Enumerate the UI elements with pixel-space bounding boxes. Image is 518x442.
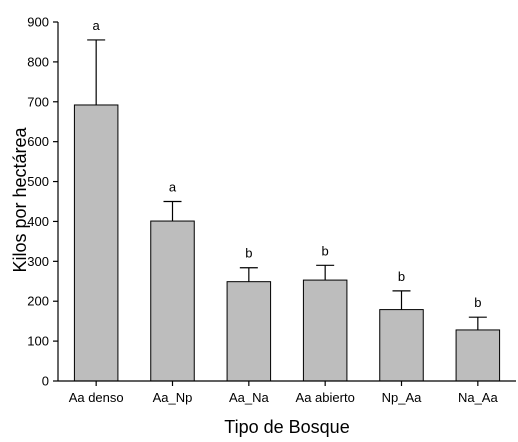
bar [302,279,348,382]
y-tick-label: 800 [27,54,49,69]
x-ticks-layer: Aa denso Aa_Np Aa_Na Aa abierto Np_Aa Na_Aa [69,381,499,405]
x-tick-label: Na_Aa [458,390,499,405]
y-ticks-layer: 0 100 200 300 400 500 600 700 800 900 [27,15,58,389]
bar [455,329,501,382]
significance-label: a [93,18,101,33]
y-tick-label: 400 [27,214,49,229]
significance-label: b [398,269,405,284]
x-tick-label: Aa abierto [296,390,355,405]
significance-label: a [169,180,177,195]
significance-label: b [245,246,252,261]
y-tick-label: 100 [27,334,49,349]
significance-labels-layer: a a b b b b [93,18,482,310]
y-tick-label: 900 [27,15,49,30]
x-tick-label: Aa_Np [153,390,193,405]
x-tick-label: Aa_Na [229,390,270,405]
y-tick-label: 0 [42,374,49,389]
bar [379,309,424,382]
bar [226,281,272,382]
bar [150,220,195,382]
axes-layer [57,22,516,382]
x-tick-label: Np_Aa [382,390,423,405]
y-tick-label: 600 [27,134,49,149]
y-axis-title: Kilos por hectárea [10,126,30,272]
significance-label: b [474,295,481,310]
bar [73,104,119,382]
y-tick-label: 300 [27,254,49,269]
y-tick-label: 700 [27,94,49,109]
x-tick-label: Aa denso [69,390,124,405]
significance-label: b [322,243,329,258]
x-axis-title: Tipo de Bosque [224,417,349,437]
error-bars-layer [87,39,487,330]
y-tick-label: 200 [27,294,49,309]
y-tick-label: 500 [27,174,49,189]
bars-layer [73,104,501,382]
